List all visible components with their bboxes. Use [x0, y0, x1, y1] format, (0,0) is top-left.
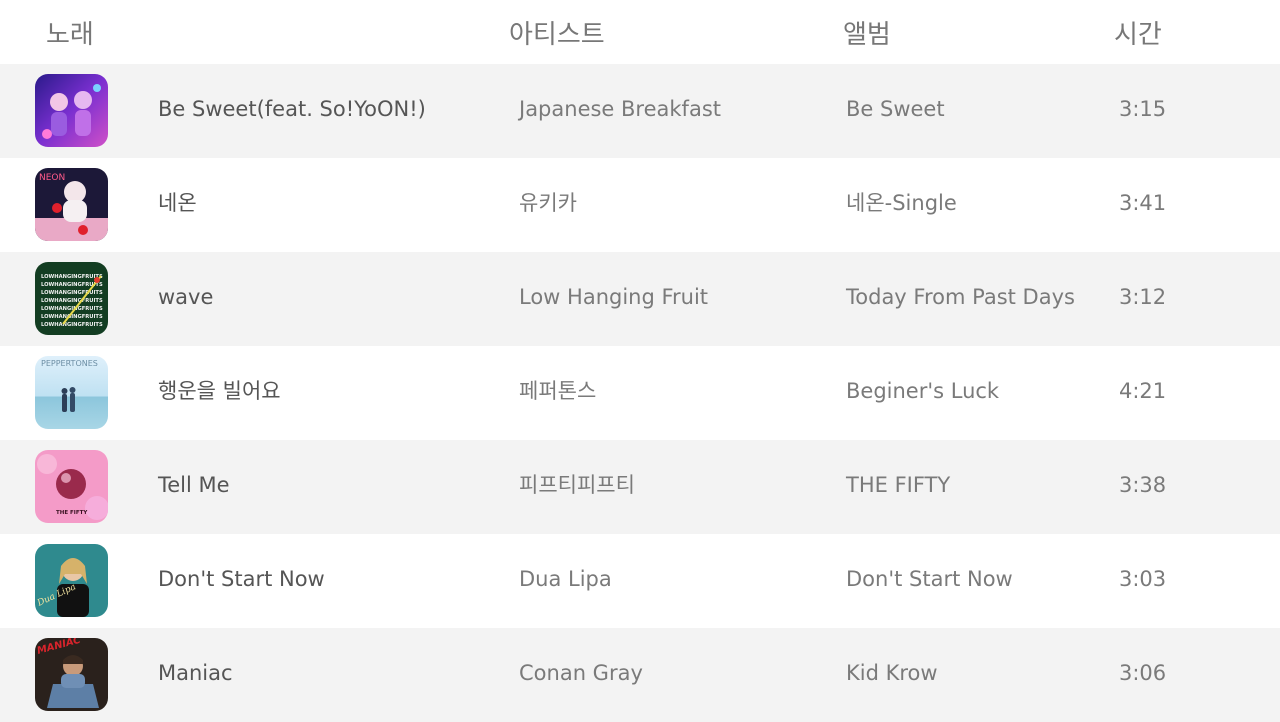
- track-album[interactable]: Kid Krow: [846, 661, 938, 685]
- track-title: wave: [158, 285, 214, 309]
- album-art-text: LOWHANGINGFRUITS: [41, 290, 103, 296]
- track-duration: 4:21: [1119, 379, 1167, 403]
- album-art: NEON: [35, 168, 108, 241]
- album-art-text: LOWHANGINGFRUITS: [41, 298, 103, 304]
- album-art-text: LOWHANGINGFRUITS: [41, 274, 103, 280]
- album-art-text: LOWHANGINGFRUITS: [41, 322, 103, 328]
- track-row[interactable]: MANIAC Maniac Conan Gray Kid Krow 3:06: [0, 628, 1280, 722]
- track-list: Be Sweet(feat. So!YoON!) Japanese Breakf…: [0, 64, 1280, 722]
- album-art-text: THE FIFTY: [56, 510, 88, 516]
- album-art-text: LOWHANGINGFRUITS: [41, 282, 103, 288]
- track-artist[interactable]: Low Hanging Fruit: [519, 285, 709, 309]
- column-header-song[interactable]: 노래: [46, 20, 94, 50]
- track-artist[interactable]: Japanese Breakfast: [519, 97, 721, 121]
- track-artist[interactable]: Dua Lipa: [519, 567, 612, 591]
- track-duration: 3:38: [1119, 473, 1167, 497]
- track-album[interactable]: Be Sweet: [846, 97, 945, 121]
- track-artist[interactable]: 피프티피프티: [519, 473, 635, 497]
- track-title: Tell Me: [158, 473, 230, 497]
- track-artist[interactable]: 유키카: [519, 191, 577, 215]
- track-album[interactable]: 네온-Single: [846, 191, 957, 215]
- track-duration: 3:03: [1119, 567, 1167, 591]
- column-header-artist[interactable]: 아티스트: [509, 20, 605, 50]
- track-duration: 3:15: [1119, 97, 1167, 121]
- track-album[interactable]: Beginer's Luck: [846, 379, 1000, 403]
- column-header-time[interactable]: 시간: [1114, 20, 1162, 50]
- track-album[interactable]: Today From Past Days: [846, 285, 1075, 309]
- track-row[interactable]: Be Sweet(feat. So!YoON!) Japanese Breakf…: [0, 64, 1280, 158]
- track-list-header: 노래 아티스트 앨범 시간: [0, 0, 1280, 64]
- track-row[interactable]: LOWHANGINGFRUITS LOWHANGINGFRUITS LOWHAN…: [0, 252, 1280, 346]
- track-row[interactable]: THE FIFTY Tell Me 피프티피프티 THE FIFTY 3:38: [0, 440, 1280, 534]
- track-title: 행운을 빌어요: [158, 379, 281, 403]
- track-title: Be Sweet(feat. So!YoON!): [158, 97, 426, 121]
- track-title: 네온: [158, 191, 197, 215]
- track-row[interactable]: NEON 네온 유키카 네온-Single 3:41: [0, 158, 1280, 252]
- album-art: [35, 74, 108, 147]
- track-row[interactable]: Dua Lipa Don't Start Now Dua Lipa Don't …: [0, 534, 1280, 628]
- track-duration: 3:06: [1119, 661, 1167, 685]
- track-artist[interactable]: Conan Gray: [519, 661, 643, 685]
- album-art-text: NEON: [39, 173, 65, 183]
- track-duration: 3:12: [1119, 285, 1167, 309]
- album-art: MANIAC: [35, 638, 108, 711]
- track-title: Don't Start Now: [158, 567, 325, 591]
- column-header-album[interactable]: 앨범: [843, 20, 891, 50]
- album-art: Dua Lipa: [35, 544, 108, 617]
- album-art: PEPPERTONES: [35, 356, 108, 429]
- track-title: Maniac: [158, 661, 233, 685]
- album-art-text: LOWHANGINGFRUITS: [41, 306, 103, 312]
- track-artist[interactable]: 페퍼톤스: [519, 379, 597, 403]
- album-art-text: LOWHANGINGFRUITS: [41, 314, 103, 320]
- track-row[interactable]: PEPPERTONES 행운을 빌어요 페퍼톤스 Beginer's Luck …: [0, 346, 1280, 440]
- track-duration: 3:41: [1119, 191, 1167, 215]
- album-art-text: PEPPERTONES: [41, 359, 98, 368]
- album-art: LOWHANGINGFRUITS LOWHANGINGFRUITS LOWHAN…: [35, 262, 108, 335]
- album-art: THE FIFTY: [35, 450, 108, 523]
- track-album[interactable]: Don't Start Now: [846, 567, 1013, 591]
- track-album[interactable]: THE FIFTY: [846, 473, 951, 497]
